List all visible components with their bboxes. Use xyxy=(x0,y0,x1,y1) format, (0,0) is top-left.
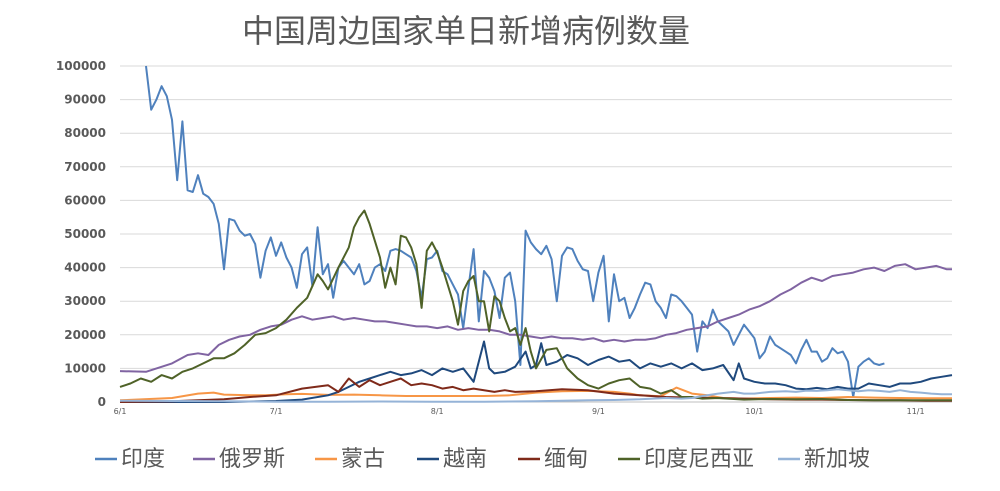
legend-item: 蒙古 xyxy=(315,447,385,472)
y-tick-label: 20000 xyxy=(64,328,106,342)
y-tick-label: 0 xyxy=(98,395,106,409)
series-line-5 xyxy=(119,209,952,402)
y-tick-label: 100000 xyxy=(56,59,106,73)
legend-item: 新加坡 xyxy=(778,447,870,472)
x-tick-label: 9/1 xyxy=(592,407,605,416)
legend-item: 印度 xyxy=(95,447,165,472)
y-tick-label: 70000 xyxy=(64,160,106,174)
y-tick-label: 40000 xyxy=(64,261,106,275)
legend-item: 越南 xyxy=(417,447,487,472)
legend: 印度 俄罗斯 蒙古 越南 缅甸 印度尼西亚 新加坡 xyxy=(95,447,870,472)
legend-label: 缅甸 xyxy=(544,447,588,472)
series-line-6 xyxy=(119,388,952,403)
legend-label: 俄罗斯 xyxy=(219,447,285,472)
legend-label: 蒙古 xyxy=(341,447,385,472)
series-lines xyxy=(119,65,953,403)
legend-item: 缅甸 xyxy=(518,447,588,472)
x-tick-label: 10/1 xyxy=(745,407,763,416)
legend-label: 越南 xyxy=(443,447,487,472)
x-tick-label: 11/1 xyxy=(907,407,925,416)
grid-lines xyxy=(120,65,952,403)
y-tick-label: 30000 xyxy=(64,294,106,308)
y-tick-label: 10000 xyxy=(64,361,106,375)
legend-label: 印度尼西亚 xyxy=(644,447,754,472)
legend-item: 俄罗斯 xyxy=(193,447,285,472)
y-tick-label: 50000 xyxy=(64,227,106,241)
axes: 0 10000 20000 30000 40000 50000 60000 70000 8000… xyxy=(56,59,952,416)
series-line-0 xyxy=(145,65,885,398)
legend-label: 新加坡 xyxy=(804,447,870,472)
series-line-3 xyxy=(120,340,953,403)
chart-title: 中国周边国家单日新增病例数量 xyxy=(242,12,690,50)
legend-label: 印度 xyxy=(121,447,165,472)
x-tick-label: 8/1 xyxy=(431,407,444,416)
x-tick-label: 6/1 xyxy=(114,407,127,416)
x-tick-label: 7/1 xyxy=(270,407,283,416)
y-tick-label: 80000 xyxy=(64,126,106,140)
y-tick-label: 90000 xyxy=(64,93,106,107)
legend-item: 印度尼西亚 xyxy=(618,447,754,472)
y-tick-label: 60000 xyxy=(64,193,106,207)
series-line-1 xyxy=(119,263,952,373)
